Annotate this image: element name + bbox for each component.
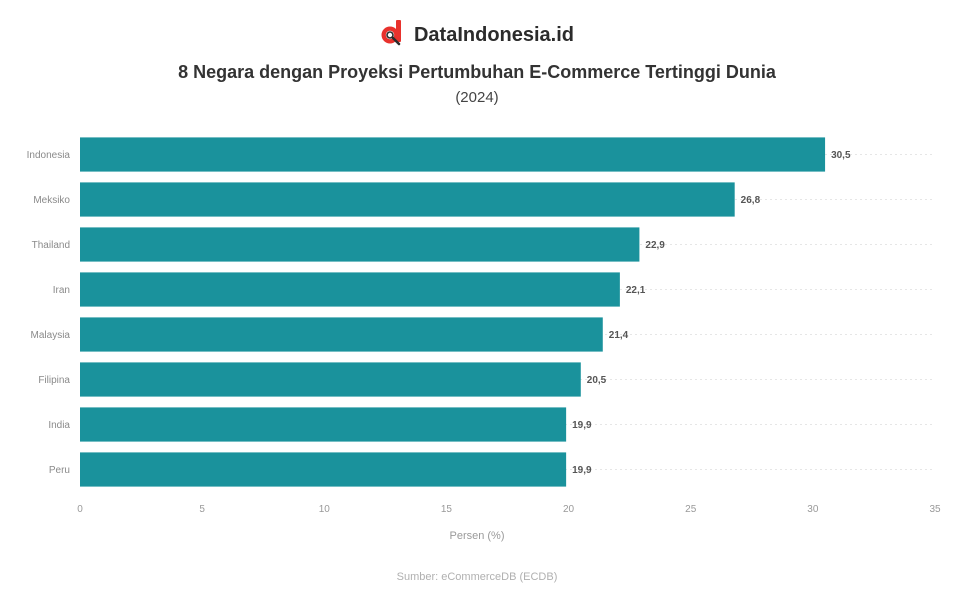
bar-thailand bbox=[80, 227, 640, 262]
category-label: Indonesia bbox=[27, 150, 71, 161]
bar-india bbox=[80, 407, 567, 442]
category-label: Thailand bbox=[32, 240, 70, 251]
brand-name: DataIndonesia.id bbox=[413, 24, 575, 46]
dataindonesia-logo-icon bbox=[380, 20, 404, 51]
category-label: India bbox=[48, 420, 70, 431]
category-label: Meksiko bbox=[33, 195, 70, 206]
category-label: Iran bbox=[53, 285, 70, 296]
x-tick-label: 5 bbox=[199, 504, 205, 515]
bar-iran bbox=[80, 272, 620, 307]
brand-header: DataIndonesia.id bbox=[0, 20, 954, 51]
chart-title: 8 Negara dengan Proyeksi Pertumbuhan E-C… bbox=[178, 62, 776, 82]
x-tick-label: 20 bbox=[563, 504, 575, 515]
category-label: Filipina bbox=[38, 375, 70, 386]
x-tick-label: 35 bbox=[929, 504, 941, 515]
x-tick-label: 0 bbox=[77, 504, 83, 515]
chart-subtitle: (2024) bbox=[455, 89, 499, 106]
source-note: Sumber: eCommerceDB (ECDB) bbox=[396, 571, 558, 583]
x-tick-label: 30 bbox=[807, 504, 819, 515]
data-label: 30,5 bbox=[831, 150, 851, 161]
data-label: 20,5 bbox=[587, 375, 607, 386]
bar-peru bbox=[80, 452, 567, 487]
category-label: Malaysia bbox=[31, 330, 71, 341]
data-label: 22,9 bbox=[645, 240, 665, 251]
bar-filipina bbox=[80, 362, 581, 397]
bar-malaysia bbox=[80, 317, 603, 352]
x-tick-label: 25 bbox=[685, 504, 697, 515]
bar-indonesia bbox=[80, 137, 826, 172]
x-axis-title: Persen (%) bbox=[449, 530, 505, 542]
data-label: 26,8 bbox=[741, 195, 761, 206]
x-tick-label: 10 bbox=[319, 504, 331, 515]
data-label: 19,9 bbox=[572, 465, 592, 476]
data-label: 22,1 bbox=[626, 285, 646, 296]
bar-meksiko bbox=[80, 182, 735, 217]
data-label: 19,9 bbox=[572, 420, 592, 431]
x-tick-label: 15 bbox=[441, 504, 453, 515]
data-label: 21,4 bbox=[609, 330, 629, 341]
category-label: Peru bbox=[49, 465, 70, 476]
